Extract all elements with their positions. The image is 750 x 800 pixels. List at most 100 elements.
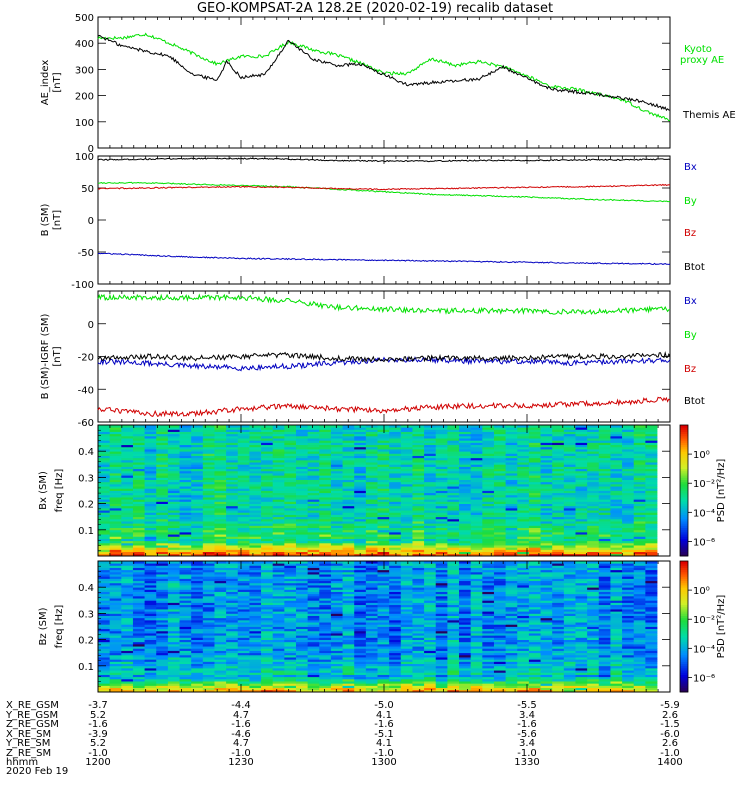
bx_spec-cell xyxy=(342,536,355,539)
bx_spec-cell xyxy=(645,490,658,494)
bx_spec-cell xyxy=(424,483,437,487)
bz_spec-cell xyxy=(214,681,227,684)
bx_spec-cell xyxy=(295,464,309,467)
bx_spec-cell xyxy=(237,490,250,494)
bx_spec-cell xyxy=(552,440,565,443)
bx_spec-cell xyxy=(459,425,472,428)
bx_spec-cell xyxy=(226,510,239,513)
bx_spec-cell xyxy=(552,527,565,531)
bx_spec-cell xyxy=(528,453,541,456)
bz_spec-cell xyxy=(272,676,285,680)
bx_spec-cell xyxy=(459,451,472,454)
bx_spec-cell xyxy=(202,523,215,526)
bx_spec-cell xyxy=(412,547,425,550)
bz_spec-cell xyxy=(447,648,460,651)
bx_spec-cell xyxy=(598,488,611,491)
bx_spec-cell xyxy=(319,477,332,480)
bz_spec-cell xyxy=(156,663,169,667)
bz_spec-cell xyxy=(237,633,250,636)
bx_spec-cell xyxy=(365,477,378,480)
bx_spec-cell xyxy=(261,501,274,504)
bx_spec-cell xyxy=(575,523,588,526)
bz_spec-cell xyxy=(237,657,250,660)
bx_spec-cell xyxy=(307,523,320,526)
bx_spec-cell xyxy=(598,534,611,537)
bx_spec-cell xyxy=(330,481,343,485)
bx_spec-cell xyxy=(575,549,588,553)
bz_spec-cell xyxy=(307,665,320,669)
bx_spec-cell xyxy=(307,525,320,529)
bz_spec-cell xyxy=(470,646,483,649)
bz_spec-cell xyxy=(330,657,343,660)
bx_spec-cell xyxy=(424,529,437,533)
bz_spec-cell xyxy=(342,624,355,627)
bz_spec-cell xyxy=(98,641,111,645)
bz_spec-cell xyxy=(435,641,448,645)
bx_spec-cell xyxy=(284,457,297,461)
bz_spec-cell xyxy=(493,646,507,649)
bx_spec-cell xyxy=(284,483,297,487)
bz_spec-cell xyxy=(470,665,483,669)
bz_spec-cell xyxy=(412,650,425,654)
bx_spec-cell xyxy=(191,512,204,515)
bx_spec-cell xyxy=(132,449,145,452)
bz_spec-cell xyxy=(284,667,297,671)
bx_spec-cell xyxy=(447,529,460,533)
bx_spec-cell xyxy=(517,490,530,494)
bz_spec-cell xyxy=(330,635,343,638)
bx_spec-cell xyxy=(354,449,367,452)
bx_spec-colorbar-tick-label: 10⁻⁴ xyxy=(693,508,715,519)
bx_spec-cell xyxy=(179,444,192,448)
bx_spec-cell xyxy=(121,512,134,515)
bx_spec-cell xyxy=(470,446,483,450)
bx_spec-cell xyxy=(540,499,553,502)
bx_spec-cell xyxy=(598,505,611,509)
bx_spec-cell xyxy=(98,459,111,463)
bx_spec-cell xyxy=(272,538,285,542)
bx_spec-cell xyxy=(377,444,390,448)
bz_spec-cell xyxy=(121,628,134,632)
bx_spec-cell xyxy=(272,551,285,555)
bx_spec-cell xyxy=(610,497,623,500)
bz_spec-cell xyxy=(214,648,227,651)
bx_spec-cell xyxy=(447,427,460,430)
bz_spec-cell xyxy=(365,641,378,645)
bx_spec-cell xyxy=(424,551,437,555)
bx_spec-cell xyxy=(424,545,437,548)
bx_spec-cell xyxy=(272,462,285,465)
bz_spec-cell xyxy=(179,663,192,667)
bx_spec-cell xyxy=(587,455,600,459)
bz_spec-cell xyxy=(109,663,122,667)
bx_spec-cell xyxy=(400,547,413,550)
bx_spec-cell xyxy=(540,479,553,483)
bx_spec-cell xyxy=(226,545,239,548)
bz_spec-cell xyxy=(144,626,157,630)
bz_spec-cell xyxy=(552,672,565,675)
bx_spec-cell xyxy=(319,444,332,448)
bx_spec-cell xyxy=(319,431,332,435)
bx_spec-cell xyxy=(237,547,250,550)
bz_spec-cell xyxy=(284,643,297,647)
bx_spec-cell xyxy=(540,503,553,507)
bz_spec-cell xyxy=(400,667,413,671)
bx_spec-cell xyxy=(470,510,483,513)
bx_spec-cell xyxy=(261,446,274,450)
bx_spec-cell xyxy=(622,516,635,520)
bx_spec-cell xyxy=(307,453,320,456)
bx_spec-cell xyxy=(132,542,145,546)
bz_spec-cell xyxy=(237,659,250,662)
bx_spec-cell xyxy=(412,514,425,518)
bz_spec-cell xyxy=(98,622,111,625)
bx_spec-cell xyxy=(214,494,227,498)
bz_spec-cell xyxy=(389,637,402,640)
bz_spec-cell xyxy=(202,674,215,678)
bx_spec-cell xyxy=(610,540,623,544)
bx_spec-cell xyxy=(144,516,157,520)
bx_spec-cell xyxy=(330,433,343,437)
bx_spec-cell xyxy=(470,542,483,546)
bx_spec-cell xyxy=(505,453,518,456)
bz_spec-cell xyxy=(622,659,635,662)
bz_spec-cell xyxy=(622,646,635,649)
bx_spec-cell xyxy=(517,536,530,539)
bx_spec-cell xyxy=(132,499,145,502)
